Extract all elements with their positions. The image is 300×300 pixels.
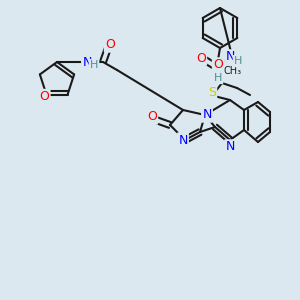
Text: N: N [225,50,235,64]
Text: H: H [234,56,242,66]
Text: O: O [213,58,223,71]
Text: N: N [82,56,92,68]
Text: H: H [214,73,222,83]
Text: O: O [196,52,206,64]
Text: O: O [40,90,50,103]
Text: N: N [225,140,235,154]
Text: O: O [147,110,157,124]
Text: S: S [208,85,216,98]
Text: N: N [178,134,188,146]
Text: O: O [105,38,115,52]
Text: CH₃: CH₃ [224,66,242,76]
Text: N: N [202,109,212,122]
Text: H: H [90,60,98,70]
